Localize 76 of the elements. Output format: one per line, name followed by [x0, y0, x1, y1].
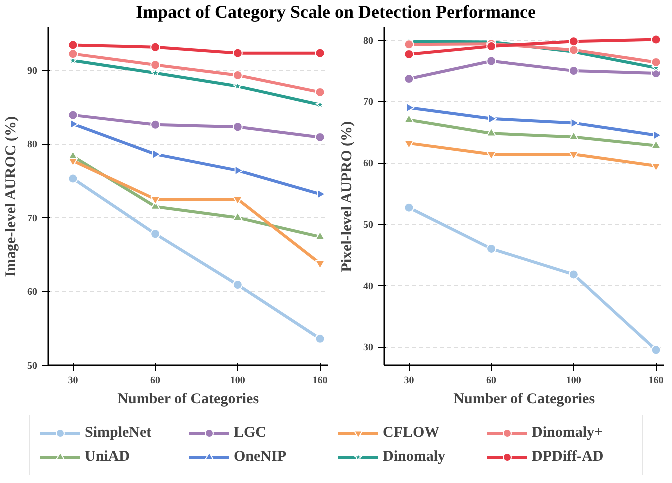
point [486, 244, 497, 254]
x-tick-label: 60 [150, 376, 161, 386]
point [232, 212, 243, 221]
y-axis-title: Image-level AUROC (%) [4, 116, 20, 278]
point [651, 34, 662, 45]
point [315, 87, 326, 98]
point [150, 196, 161, 206]
y-tick-label: 40 [364, 281, 374, 292]
point [486, 56, 497, 66]
point [406, 102, 415, 113]
y-tick-label: 60 [364, 158, 374, 170]
point [570, 118, 580, 128]
point [234, 166, 244, 176]
point [232, 70, 243, 80]
point [152, 149, 162, 160]
x-tick-label: 30 [404, 376, 414, 386]
point [568, 66, 579, 76]
point [150, 60, 161, 70]
point [568, 132, 579, 140]
point [315, 48, 326, 58]
y-tick-label: 50 [364, 220, 374, 231]
point [68, 40, 78, 50]
point [317, 189, 326, 200]
point [315, 132, 326, 142]
legend-label: OneNIP [234, 448, 288, 466]
point [651, 163, 662, 172]
legend-label: Dinomaly [383, 448, 447, 466]
point [568, 36, 579, 47]
point [315, 334, 326, 344]
y-tick-label: 60 [28, 287, 38, 298]
y-tick-label: 80 [28, 140, 38, 151]
y-tick-label: 70 [364, 97, 374, 108]
x-tick-label: 160 [312, 376, 328, 386]
point [232, 122, 243, 132]
point [404, 40, 414, 50]
point [488, 114, 498, 124]
point [651, 57, 662, 68]
point [150, 42, 161, 52]
point [651, 345, 662, 356]
point [651, 140, 662, 149]
point [404, 202, 414, 213]
point [404, 50, 414, 60]
legend-label: CFLOW [383, 424, 441, 442]
point [653, 130, 662, 140]
x-tick-label: 100 [566, 376, 582, 386]
point [404, 74, 414, 84]
legend-label: UniAD [85, 448, 132, 466]
y-tick-label: 80 [364, 36, 374, 47]
y-tick-label: 30 [364, 342, 374, 354]
y-tick-label: 90 [28, 66, 38, 77]
point [68, 110, 78, 120]
legend-label: LGC [234, 424, 268, 442]
point [486, 42, 497, 52]
x-tick-label: 100 [230, 376, 246, 386]
y-axis-title: Pixel-level AUPRO (%) [340, 122, 356, 272]
x-axis-title: Number of Categories [454, 392, 596, 408]
chart-title: Impact of Category Scale on Detection Performance [136, 1, 536, 24]
legend-label: Dinomaly+ [532, 424, 604, 442]
x-tick-label: 30 [68, 376, 78, 386]
point [568, 270, 579, 280]
point [232, 280, 243, 290]
point [315, 260, 326, 270]
point [232, 48, 243, 58]
legend-label: SimpleNet [85, 424, 153, 442]
point [68, 174, 78, 184]
x-tick-label: 160 [648, 376, 664, 386]
point [68, 49, 78, 60]
x-axis-title: Number of Categories [118, 392, 260, 408]
point [68, 158, 78, 167]
legend-label: DPDiff-AD [532, 448, 605, 466]
point [150, 120, 161, 130]
y-tick-label: 50 [28, 361, 38, 372]
x-tick-label: 60 [486, 376, 497, 386]
y-tick-label: 70 [28, 213, 38, 224]
point [150, 229, 161, 240]
point [70, 119, 79, 130]
